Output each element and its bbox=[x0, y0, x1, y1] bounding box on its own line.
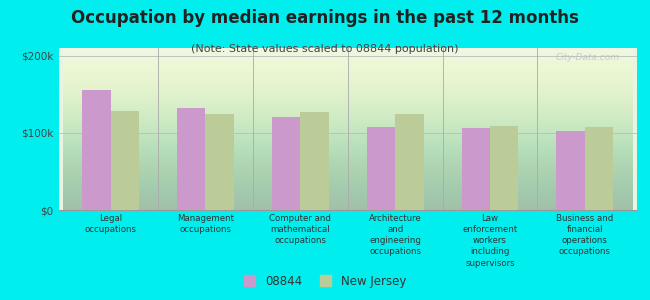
Bar bbox=[177, 108, 205, 210]
Bar bbox=[111, 111, 139, 210]
Bar bbox=[395, 114, 424, 210]
Bar bbox=[585, 127, 614, 210]
Bar bbox=[490, 126, 519, 210]
Text: City-Data.com: City-Data.com bbox=[556, 53, 619, 62]
Bar bbox=[272, 117, 300, 210]
Legend: 08844, New Jersey: 08844, New Jersey bbox=[240, 271, 410, 291]
Bar bbox=[205, 114, 234, 210]
Bar bbox=[462, 128, 490, 210]
Bar bbox=[82, 90, 111, 210]
Bar bbox=[300, 112, 329, 210]
Bar bbox=[367, 127, 395, 210]
Text: Occupation by median earnings in the past 12 months: Occupation by median earnings in the pas… bbox=[71, 9, 579, 27]
Bar bbox=[556, 131, 585, 210]
Text: (Note: State values scaled to 08844 population): (Note: State values scaled to 08844 popu… bbox=[191, 44, 459, 53]
